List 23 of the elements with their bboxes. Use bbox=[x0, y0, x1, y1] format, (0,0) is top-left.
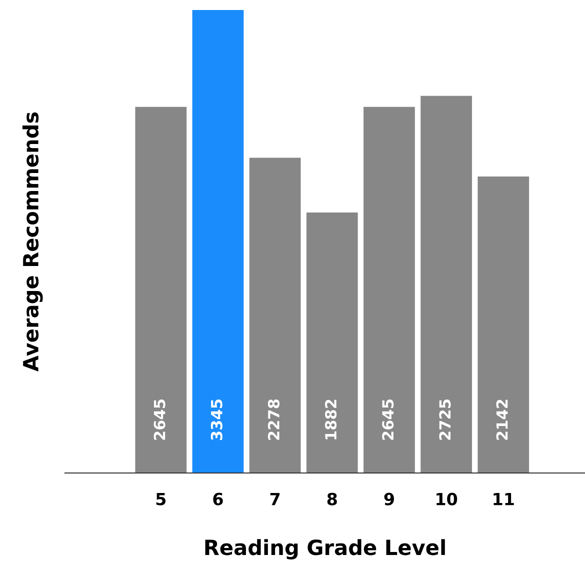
bar bbox=[478, 176, 530, 473]
x-tick-label: 5 bbox=[156, 492, 166, 506]
x-tick-label: 11 bbox=[494, 492, 514, 506]
bar bbox=[135, 106, 187, 473]
data-label: 2278 bbox=[268, 399, 280, 440]
data-label: 3345 bbox=[210, 400, 222, 440]
bar bbox=[249, 158, 301, 473]
y-axis-title: Average Recommends bbox=[22, 112, 43, 372]
x-tick-label: 6 bbox=[213, 492, 223, 506]
bar bbox=[420, 96, 472, 473]
data-label: 2645 bbox=[154, 400, 166, 440]
data-label: 2142 bbox=[496, 400, 508, 440]
data-label: 2645 bbox=[382, 400, 394, 440]
x-tick-label: 10 bbox=[436, 492, 458, 506]
x-axis-title: Reading Grade Level bbox=[205, 539, 445, 560]
x-tick-label: 9 bbox=[384, 492, 394, 506]
data-label: 1882 bbox=[325, 400, 337, 440]
x-tick-label: 7 bbox=[270, 492, 280, 506]
bar bbox=[306, 212, 358, 473]
x-tick-label: 8 bbox=[327, 492, 337, 506]
bar bbox=[192, 10, 244, 473]
bar bbox=[364, 106, 415, 473]
data-label: 2725 bbox=[439, 400, 451, 440]
